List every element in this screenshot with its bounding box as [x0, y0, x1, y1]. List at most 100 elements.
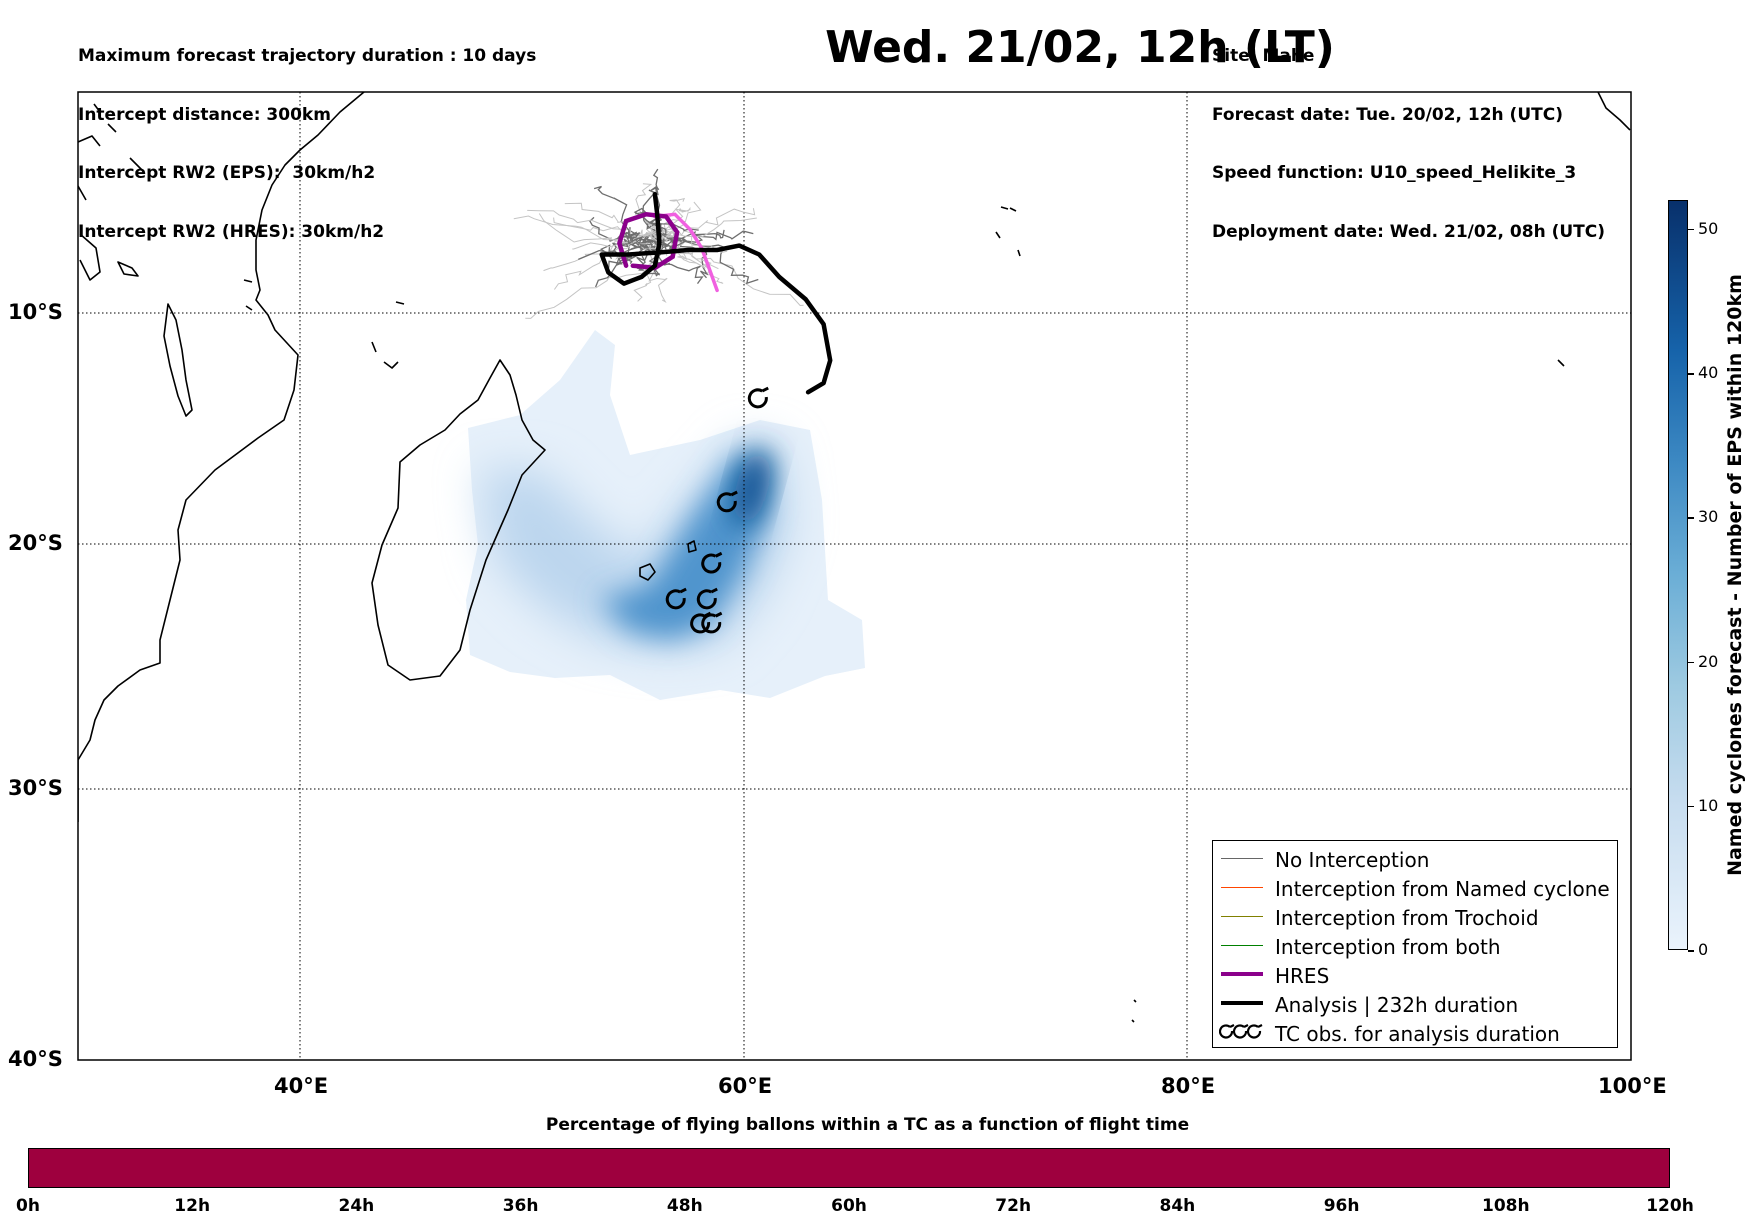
legend-swatch-trochoid: [1221, 916, 1263, 917]
gridlines: [78, 92, 1631, 1060]
flight-time-tick-label: 36h: [502, 1196, 539, 1216]
colorbar-tick: [1688, 373, 1694, 375]
legend-named-cyclone: Interception from Named cyclone: [1213, 874, 1617, 903]
lake-small: [117, 261, 139, 277]
colorbar-tick: [1688, 805, 1694, 808]
colorbar-tick-label: 20: [1698, 651, 1719, 671]
legend-trochoid: Interception from Trochoid: [1213, 903, 1617, 932]
madagascar-coast: [371, 359, 546, 681]
max-duration-text: Maximum forecast trajectory duration : 1…: [78, 46, 537, 66]
colorbar-tick-label: 0: [1698, 940, 1709, 959]
legend-label: Interception from Trochoid: [1275, 906, 1539, 930]
legend-swatch-hres: [1221, 972, 1263, 976]
cyclone-symbol-icon: [716, 490, 738, 513]
ensemble-trajectory: [654, 236, 719, 270]
flight-time-tick-label: 96h: [1323, 1196, 1360, 1216]
flight-time-tick-label: 60h: [831, 1196, 867, 1216]
pink-trajectory: [653, 212, 719, 293]
legend-tc-obs: TC obs. for analysis duration: [1213, 1019, 1617, 1048]
trajectory-info: Maximum forecast trajectory duration : 1…: [78, 8, 536, 262]
legend-swatch-both: [1221, 945, 1263, 946]
cyclone-symbol-icon: [747, 386, 769, 409]
ensemble-trajectory: [553, 217, 655, 238]
lake-shore: [79, 233, 101, 281]
deployment-date-text: Deployment date: Wed. 21/02, 08h (UTC): [1212, 221, 1606, 242]
cyclone-symbol-icon: [696, 587, 718, 610]
density-colorbar: [1668, 200, 1688, 950]
lon-label-60e: 60°E: [718, 1074, 773, 1098]
legend-label: Interception from Named cyclone: [1275, 877, 1610, 901]
colorbar-tick-label: 40: [1698, 363, 1719, 383]
legend-label: Analysis | 232h duration: [1275, 993, 1519, 1017]
flight-time-title: Percentage of flying ballons within a TC…: [545, 1115, 1190, 1135]
legend-both: Interception from both: [1213, 932, 1617, 961]
ensemble-trajectory: [608, 235, 660, 268]
legend-no-interception: No Interception: [1213, 845, 1617, 874]
colorbar-tick-label: 30: [1698, 507, 1719, 527]
hres-trajectory: [617, 212, 680, 271]
coastlines: [78, 92, 1631, 1023]
ensemble-trajectory: [652, 229, 725, 244]
flight-time-tick-label: 48h: [666, 1196, 703, 1216]
cyclone-density-field: [466, 330, 865, 700]
lon-label-80e: 80°E: [1161, 1074, 1216, 1098]
flight-time-tick-label: 12h: [174, 1196, 211, 1216]
lat-label-20s: 20°S: [8, 531, 63, 555]
ensemble-trajectory: [625, 233, 664, 251]
lon-label-100e: 100°E: [1598, 1074, 1667, 1098]
ensemble-trajectory: [657, 231, 804, 307]
density-inner: [600, 455, 768, 640]
east-coast-bits: [1131, 92, 1631, 1023]
reunion: [687, 540, 697, 553]
colorbar-tick: [1688, 661, 1694, 664]
flight-time-bar: [28, 1148, 1670, 1188]
intercept-eps-text: Intercept RW2 (EPS): 30km/h2: [78, 163, 376, 183]
legend-analysis: Analysis | 232h duration: [1213, 990, 1617, 1019]
colorbar-tick-label: 10: [1698, 795, 1719, 815]
lake-outline: [163, 303, 193, 417]
legend-label: TC obs. for analysis duration: [1275, 1022, 1560, 1046]
page-title: Wed. 21/02, 12h (LT): [825, 22, 1335, 73]
intercept-distance-text: Intercept distance: 300km: [78, 104, 331, 125]
legend-label: Interception from both: [1275, 935, 1501, 959]
map-legend: No Interception Interception from Named …: [1212, 840, 1618, 1048]
intercept-hres-text: Intercept RW2 (HRES): 30km/h2: [78, 221, 385, 242]
lon-label-40e: 40°E: [274, 1074, 329, 1098]
legend-label: HRES: [1275, 964, 1330, 988]
density-core: [733, 449, 771, 527]
flight-time-tick-label: 108h: [1482, 1196, 1530, 1216]
flight-time-tick-label: 120h: [1646, 1196, 1694, 1216]
legend-swatch-analysis: [1221, 1001, 1263, 1005]
lat-label-10s: 10°S: [8, 300, 63, 324]
legend-label: No Interception: [1275, 848, 1430, 872]
flight-time-tick-label: 0h: [16, 1196, 40, 1216]
colorbar-tick: [1688, 950, 1694, 952]
africa-coast: [78, 92, 365, 822]
forecast-date-text: Forecast date: Tue. 20/02, 12h (UTC): [1212, 104, 1563, 125]
legend-swatch-named-cyclone: [1221, 887, 1263, 888]
comoros: [371, 301, 405, 369]
ensemble-trajectory: [564, 202, 664, 241]
lat-label-30s: 30°S: [8, 776, 63, 800]
cyclone-symbol-icon: [701, 611, 723, 634]
cyclone-symbol-icon: [701, 551, 723, 574]
seychelles-islands: [995, 92, 1040, 257]
legend-hres: HRES: [1213, 961, 1617, 990]
mauritius: [639, 563, 656, 581]
colorbar-title: Named cyclones forecast - Number of EPS …: [1724, 274, 1746, 876]
flight-time-tick-label: 84h: [1159, 1196, 1196, 1216]
northwest-coast: [78, 103, 143, 201]
colorbar-tick-label: 50: [1698, 218, 1719, 238]
zanzibar: [243, 279, 253, 311]
cyclone-symbol-icon: [665, 587, 687, 610]
speed-function-text: Speed function: U10_speed_Helikite_3: [1212, 163, 1577, 183]
map-frame: [77, 91, 1632, 1061]
ensemble-trajectory: [525, 245, 662, 319]
site-text: Site: Mahe: [1212, 46, 1315, 66]
analysis-trajectory: [599, 191, 833, 395]
colorbar-tick: [1688, 517, 1694, 519]
ensemble-trajectory: [538, 213, 658, 248]
tc-observations: [665, 386, 769, 634]
flight-time-tick-label: 72h: [995, 1196, 1032, 1216]
